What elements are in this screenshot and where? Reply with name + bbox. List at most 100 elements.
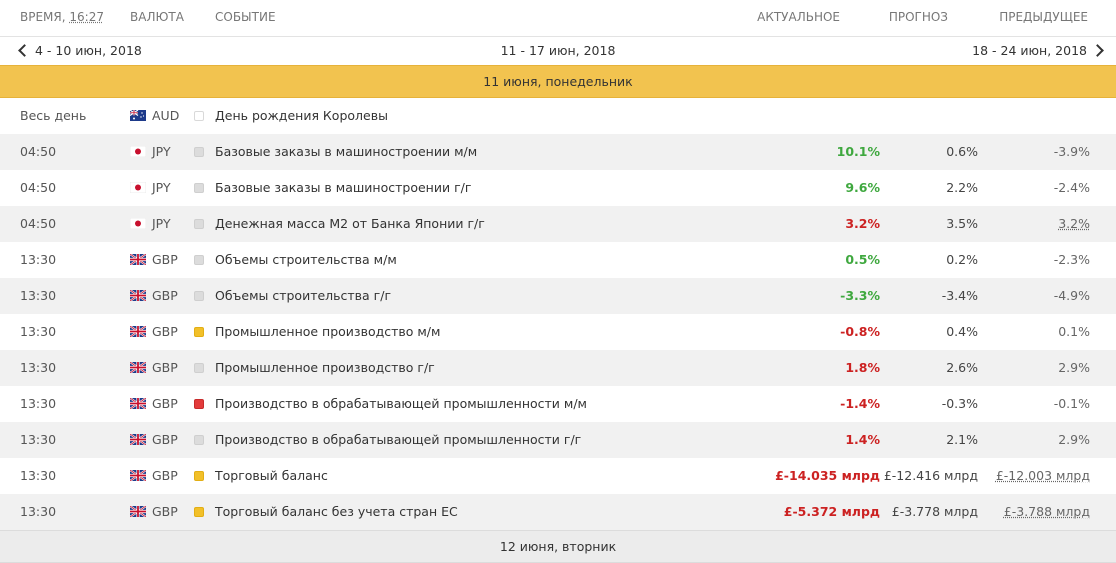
forecast-value: £-3.778 млрд <box>891 504 978 519</box>
forecast-value: 0.6% <box>946 144 978 159</box>
current-week-label: 11 - 17 июн, 2018 <box>500 43 616 58</box>
actual-value: £-5.372 млрд <box>783 504 880 519</box>
importance-indicator <box>194 147 204 157</box>
actual-value: 0.5% <box>845 252 880 267</box>
event-name[interactable]: Промышленное производство м/м <box>215 324 441 339</box>
uk-flag-icon <box>130 398 146 409</box>
event-row[interactable]: 13:30 GBP Промышленное производство г/г 1.8… <box>0 350 1116 386</box>
event-name[interactable]: Базовые заказы в машиностроении м/м <box>215 144 478 159</box>
event-row[interactable]: 13:30 GBP Промышленное производство м/м -0.… <box>0 314 1116 350</box>
event-name[interactable]: Производство в обрабатывающей промышленн… <box>215 432 582 447</box>
event-row[interactable]: 13:30 GBP Производство в обрабатывающей пр… <box>0 422 1116 458</box>
currency-code: AUD <box>152 108 180 123</box>
previous-value-text[interactable]: £-3.788 млрд <box>1003 504 1090 519</box>
previous-value: 0.1% <box>970 314 1090 350</box>
event-row[interactable]: Весь день AUD День рождения Королевы <box>0 98 1116 134</box>
previous-value-text: 2.9% <box>1058 432 1090 447</box>
previous-value-text: -2.4% <box>1053 180 1090 195</box>
event-time: Весь день <box>20 108 87 123</box>
event-time: 13:30 <box>20 468 57 483</box>
actual-value: -0.8% <box>840 324 880 339</box>
event-row[interactable]: 13:30 GBP Объемы строительства г/г -3.3% -3.… <box>0 278 1116 314</box>
event-name[interactable]: Объемы строительства м/м <box>215 252 397 267</box>
timezone-time[interactable]: 16:27 <box>69 10 104 24</box>
event-time: 13:30 <box>20 288 57 303</box>
previous-value: -2.3% <box>970 242 1090 278</box>
event-name[interactable]: Торговый баланс без учета стран ЕС <box>215 504 458 519</box>
importance-indicator <box>194 111 204 121</box>
importance-indicator <box>194 471 204 481</box>
currency-code: JPY <box>152 144 171 159</box>
next-week-button[interactable]: 18 - 24 июн, 2018 <box>972 43 1104 58</box>
event-row[interactable]: 04:50 JPY Базовые заказы в машиностроении … <box>0 134 1116 170</box>
event-currency: GBP <box>130 458 178 494</box>
actual-value: £-14.035 млрд <box>775 468 880 483</box>
uk-flag-icon <box>130 470 146 481</box>
actual-value: 1.4% <box>845 432 880 447</box>
event-currency: JPY <box>130 170 171 206</box>
forecast-value: -0.3% <box>941 396 978 411</box>
event-time: 13:30 <box>20 504 57 519</box>
japan-flag-icon <box>130 146 146 157</box>
event-time: 13:30 <box>20 360 57 375</box>
event-row[interactable]: 13:30 GBP Торговый баланс без учета стран … <box>0 494 1116 530</box>
previous-value: -4.9% <box>970 278 1090 314</box>
event-row[interactable]: 13:30 GBP Торговый баланс £-14.035 млрд £-12… <box>0 458 1116 494</box>
actual-value: -3.3% <box>840 288 880 303</box>
event-name[interactable]: Денежная масса М2 от Банка Японии г/г <box>215 216 485 231</box>
previous-value-text[interactable]: £-12.003 млрд <box>995 468 1090 483</box>
currency-code: GBP <box>152 504 178 519</box>
chevron-right-icon <box>1091 44 1104 57</box>
event-currency: GBP <box>130 314 178 350</box>
event-row[interactable]: 04:50 JPY Базовые заказы в машиностроении … <box>0 170 1116 206</box>
event-name[interactable]: Базовые заказы в машиностроении г/г <box>215 180 472 195</box>
event-name[interactable]: День рождения Королевы <box>215 108 388 123</box>
previous-value-text: -4.9% <box>1053 288 1090 303</box>
prev-week-button[interactable]: 4 - 10 июн, 2018 <box>18 43 142 58</box>
event-currency: AUD <box>130 98 179 134</box>
currency-code: JPY <box>152 216 171 231</box>
importance-indicator <box>194 255 204 265</box>
event-row[interactable]: 13:30 GBP Объемы строительства м/м 0.5% 0.2%… <box>0 242 1116 278</box>
currency-code: JPY <box>152 180 171 195</box>
importance-indicator <box>194 219 204 229</box>
currency-code: GBP <box>152 396 178 411</box>
previous-value: -3.9% <box>970 134 1090 170</box>
event-currency: GBP <box>130 386 178 422</box>
currency-code: GBP <box>152 324 178 339</box>
forecast-value: 0.4% <box>946 324 978 339</box>
importance-indicator <box>194 507 204 517</box>
importance-indicator <box>194 291 204 301</box>
event-time: 13:30 <box>20 324 57 339</box>
uk-flag-icon <box>130 506 146 517</box>
australia-flag-icon <box>130 110 146 121</box>
event-name[interactable]: Объемы строительства г/г <box>215 288 392 303</box>
event-name[interactable]: Производство в обрабатывающей промышленн… <box>215 396 587 411</box>
uk-flag-icon <box>130 434 146 445</box>
event-time: 04:50 <box>20 144 57 159</box>
currency-code: GBP <box>152 468 178 483</box>
previous-value: 3.2% <box>970 206 1090 242</box>
actual-value: 10.1% <box>836 144 880 159</box>
previous-value-text: -3.9% <box>1053 144 1090 159</box>
forecast-value: 2.2% <box>946 180 978 195</box>
importance-indicator <box>194 399 204 409</box>
currency-code: GBP <box>152 360 178 375</box>
event-row[interactable]: 04:50 JPY Денежная масса М2 от Банка Япони… <box>0 206 1116 242</box>
event-row[interactable]: 13:30 GBP Производство в обрабатывающей пр… <box>0 386 1116 422</box>
previous-value-text: 0.1% <box>1058 324 1090 339</box>
event-name[interactable]: Промышленное производство г/г <box>215 360 435 375</box>
uk-flag-icon <box>130 362 146 373</box>
previous-value: £-12.003 млрд <box>970 458 1090 494</box>
event-time: 13:30 <box>20 252 57 267</box>
event-name[interactable]: Торговый баланс <box>215 468 328 483</box>
previous-value-text[interactable]: 3.2% <box>1058 216 1090 231</box>
event-time: 04:50 <box>20 180 57 195</box>
week-navigation: 4 - 10 июн, 2018 11 - 17 июн, 2018 18 - … <box>0 37 1116 65</box>
event-time: 13:30 <box>20 396 57 411</box>
forecast-value: £-12.416 млрд <box>883 468 978 483</box>
japan-flag-icon <box>130 182 146 193</box>
previous-value: 2.9% <box>970 350 1090 386</box>
day-header: 11 июня, понедельник <box>0 65 1116 98</box>
previous-value-text: -0.1% <box>1053 396 1090 411</box>
